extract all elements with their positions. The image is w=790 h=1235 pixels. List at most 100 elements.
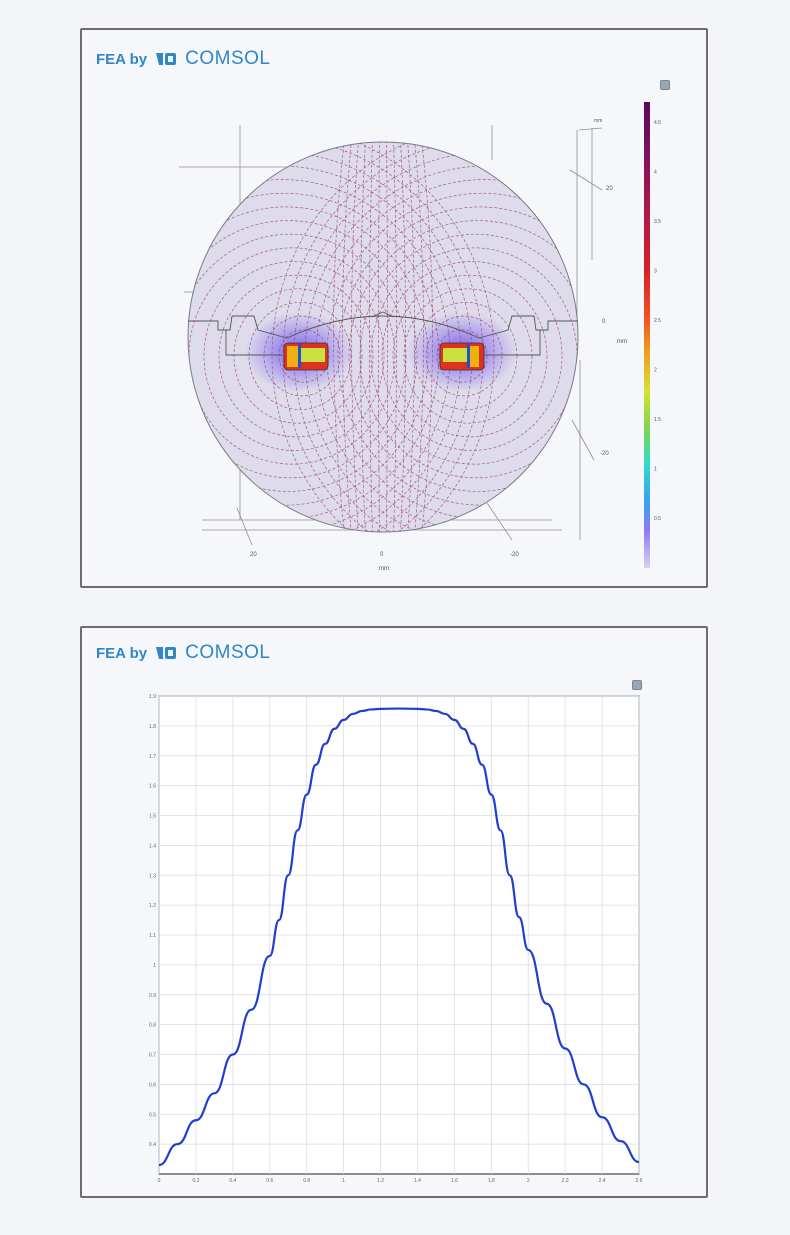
y-tick-label: 0.5 [149, 1112, 156, 1118]
field-line [386, 142, 388, 532]
y-tick-label: 0.4 [149, 1142, 156, 1148]
x-tick-2: -20 [510, 552, 519, 558]
brand-prefix: FEA by [96, 644, 148, 662]
x-tick-label: 2 [527, 1178, 530, 1184]
colorbar [644, 102, 650, 568]
line-chart: 0 0.2 0.4 0.6 0.8 1 1.2 1.4 1.6 1.8 2 2.2 2.4 2.6 0.4 0… [149, 694, 643, 1184]
field-line [436, 329, 488, 383]
x-tick-label: 0.6 [266, 1178, 273, 1184]
field-line [381, 261, 563, 451]
colorbar-tick-label: 4.5 [654, 120, 661, 126]
y-tick-label: 1.6 [149, 784, 156, 790]
x-tick-label: 1.2 [377, 1178, 384, 1184]
field-line [392, 274, 548, 438]
field-line [351, 142, 359, 532]
unit-top: mm [594, 118, 602, 124]
field-line [263, 315, 341, 397]
side-tick-0: 20 [606, 186, 613, 192]
comsol-logo-icon [156, 53, 177, 65]
x-tick-label: 2.4 [599, 1178, 606, 1184]
y-tick-label: 0.6 [149, 1082, 156, 1088]
colorbar-tick-label: 4 [654, 170, 657, 176]
y-tick-label: 1.2 [149, 903, 156, 909]
camera-icon[interactable] [660, 80, 670, 90]
field-line [407, 142, 415, 532]
brand-prefix: FEA by [96, 50, 148, 68]
side-tick-1: 0 [602, 319, 606, 325]
brand-header: FEA by COMSOL [96, 48, 270, 70]
x-tick-label: 1.4 [414, 1178, 421, 1184]
simulation-domain [187, 141, 579, 533]
field-line [425, 315, 503, 397]
y-tick-label: 1 [153, 963, 156, 969]
colorbar-tick-label: 3.5 [654, 219, 661, 225]
field-line [203, 261, 385, 451]
field-line [359, 233, 578, 479]
colorbar-tick-label: 3 [654, 269, 657, 275]
magnet-left [283, 342, 329, 371]
field-line [248, 302, 352, 410]
field-line [370, 247, 578, 465]
y-tick-label: 1.5 [149, 814, 156, 820]
field-line [414, 142, 424, 532]
field-line [278, 329, 330, 383]
field-line [233, 288, 363, 424]
speaker-outline [188, 311, 578, 356]
x-tick-0: 20 [250, 552, 257, 558]
field-line [188, 247, 396, 465]
magnet-right [439, 342, 485, 371]
x-tick-label: 0.4 [229, 1178, 236, 1184]
field-line [393, 142, 397, 532]
y-tick-label: 0.8 [149, 1023, 156, 1029]
x-tick-1: 0 [380, 552, 384, 558]
side-unit: mm [617, 339, 627, 345]
y-tick-label: 0.9 [149, 993, 156, 999]
field-plot-panel: FEA by COMSOL [80, 28, 708, 588]
y-tick-label: 1.4 [149, 843, 156, 849]
x-tick-label: 2.2 [562, 1178, 569, 1184]
colorbar-tick-label: 1.5 [654, 417, 661, 423]
field-line [348, 220, 578, 492]
field-line [421, 142, 433, 532]
flux-density-chart-panel: FEA by COMSOL 0 0.2 0.4 0.6 0.8 1 1.2 1.4 1.6 1.8… [80, 626, 708, 1198]
x-tick-label: 1 [342, 1178, 345, 1184]
x-unit: mm [379, 566, 389, 572]
x-tick-label: 2.6 [636, 1178, 643, 1184]
field-line [342, 142, 352, 532]
comsol-logo-icon [156, 647, 177, 659]
field-line [282, 142, 578, 532]
brand-product: COMSOL [185, 642, 271, 663]
brand-product: COMSOL [185, 48, 271, 69]
y-tick-label: 1.1 [149, 933, 156, 939]
field-line [378, 142, 380, 532]
colorbar-tick-label: 2 [654, 368, 657, 374]
field-line [337, 206, 578, 506]
y-tick-label: 0.7 [149, 1053, 156, 1059]
field-line [188, 142, 495, 532]
field-line [403, 288, 533, 424]
camera-icon[interactable] [632, 680, 642, 690]
colorbar-tick-label: 1 [654, 467, 657, 473]
y-tick-label: 1.9 [149, 694, 156, 700]
x-tick-label: 0.2 [192, 1178, 199, 1184]
colorbar-tick-label: 0.5 [654, 516, 661, 522]
x-tick-label: 0 [158, 1178, 161, 1184]
x-tick-label: 1.6 [451, 1178, 458, 1184]
series-line [158, 707, 640, 1167]
field-line [188, 233, 407, 479]
field-line [414, 302, 518, 410]
x-tick-label: 1.8 [488, 1178, 495, 1184]
field-line [400, 142, 406, 532]
field-line [333, 142, 345, 532]
field-line [188, 220, 418, 492]
y-tick-label: 1.7 [149, 754, 156, 760]
field-line [369, 142, 373, 532]
colorbar-tick-label: 2.5 [654, 318, 661, 324]
field-line-plot: 4.543.532.521.510.5 20 0 -20 mm mm 20 0 … [179, 102, 661, 572]
field-line [188, 192, 440, 520]
brand-header: FEA by COMSOL [96, 642, 270, 664]
y-tick-label: 1.8 [149, 724, 156, 730]
field-line [218, 274, 374, 438]
x-tick-label: 0.8 [303, 1178, 310, 1184]
field-line [360, 142, 366, 532]
